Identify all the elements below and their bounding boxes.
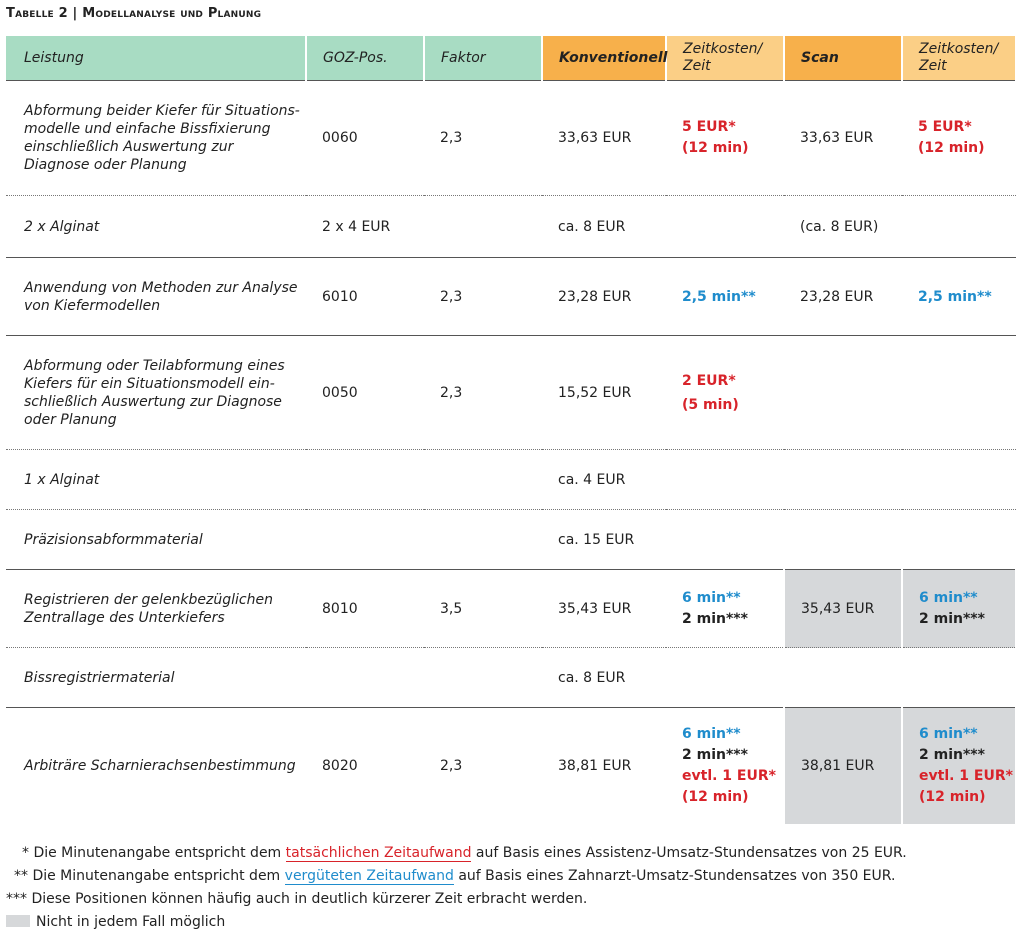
cell-leistung: 1 x Alginat <box>6 449 306 510</box>
footnote-2-highlight: vergüteten Zeitaufwand <box>284 868 454 885</box>
cell-goz: 2 x 4 EUR <box>306 195 424 258</box>
cell-goz <box>306 509 424 570</box>
table-title: Tabelle 2 | Modellanalyse und Planung <box>6 6 261 21</box>
cell-faktor: 2,3 <box>424 707 542 824</box>
cell-leistung: Abformung beider Kiefer für Situations-m… <box>6 80 306 196</box>
cell-leistung: Arbiträre Scharnierachsenbestimmung <box>6 707 306 824</box>
table-row: Arbiträre Scharnierachsenbestimmung 8020… <box>6 707 1017 824</box>
header-goz: GOZ-Pos. <box>306 36 425 81</box>
cell-scan <box>784 449 902 510</box>
cell-faktor <box>424 509 542 570</box>
table-row: Abformung oder Teilabformung eines Kiefer… <box>6 335 1016 450</box>
header-zeitkosten-1-line2: Zeit <box>683 58 711 74</box>
table-row: Bissregistriermaterial ca. 8 EUR <box>6 647 1016 708</box>
table-number: Tabelle 2 | <box>6 6 78 21</box>
table-row: 1 x Alginat ca. 4 EUR <box>6 449 1016 510</box>
header-leistung: Leistung <box>6 36 307 81</box>
cell-zeitkosten-1 <box>666 647 784 708</box>
cell-zeitkosten-2: 2,5 min** <box>902 257 1016 336</box>
header-zeitkosten-1: Zeitkosten/Zeit <box>666 36 785 81</box>
header-faktor: Faktor <box>424 36 543 81</box>
cell-zeitkosten-2: 5 EUR* (12 min) <box>902 80 1016 196</box>
cell-leistung: Bissregistriermaterial <box>6 647 306 708</box>
cell-zeitkosten-1 <box>666 509 784 570</box>
cell-zeitkosten-1 <box>666 449 784 510</box>
cell-konventionell: 33,63 EUR <box>542 80 666 196</box>
cell-scan <box>784 509 902 570</box>
header-konventionell: Konventionell <box>542 36 667 81</box>
cell-konventionell: 35,43 EUR <box>542 569 666 648</box>
gray-legend-swatch <box>6 915 30 927</box>
footnote-2: ** Die Minutenangabe entspricht dem verg… <box>14 868 896 885</box>
cell-zeitkosten-2 <box>902 335 1016 450</box>
table-heading: Modellanalyse und Planung <box>82 6 262 21</box>
cell-zeitkosten-1: 6 min** 2 min*** evtl. 1 EUR* (12 min) <box>666 707 784 824</box>
cell-zeitkosten-1 <box>666 195 784 258</box>
table-row: Registrieren der gelenkbezüglichen Zentra… <box>6 569 1017 648</box>
footnote-3: *** Diese Positionen können häufig auch … <box>6 891 588 907</box>
cell-konventionell: 15,52 EUR <box>542 335 666 450</box>
table-row: Präzisionsabformmaterial ca. 15 EUR <box>6 509 1016 570</box>
cell-scan: 35,43 EUR <box>783 569 903 648</box>
cell-konventionell: ca. 8 EUR <box>542 195 666 258</box>
cell-leistung: Präzisionsabformmaterial <box>6 509 306 570</box>
cell-faktor <box>424 647 542 708</box>
header-zeitkosten-1-line1: Zeitkosten/ <box>683 41 763 57</box>
cell-goz: 8010 <box>306 569 424 648</box>
cell-zeitkosten-1: 2,5 min** <box>666 257 784 336</box>
cell-faktor: 3,5 <box>424 569 542 648</box>
footnote-1: * Die Minutenangabe entspricht dem tatsä… <box>22 845 907 862</box>
cell-scan: 23,28 EUR <box>784 257 902 336</box>
header-zeitkosten-2: Zeitkosten/Zeit <box>902 36 1017 81</box>
cell-zeitkosten-1: 2 EUR* (5 min) <box>666 335 784 450</box>
cell-goz <box>306 647 424 708</box>
header-zeitkosten-2-line1: Zeitkosten/ <box>919 41 999 57</box>
cell-faktor: 2,3 <box>424 335 542 450</box>
cell-leistung: Abformung oder Teilabformung eines Kiefer… <box>6 335 306 450</box>
cell-faktor <box>424 195 542 258</box>
header-zeitkosten-2-line2: Zeit <box>919 58 947 74</box>
cell-goz: 0060 <box>306 80 424 196</box>
header-row: Leistung GOZ-Pos. Faktor Konventionell Z… <box>6 36 1017 81</box>
footnote-4-text: Nicht in jedem Fall möglich <box>36 914 226 930</box>
cell-goz: 0050 <box>306 335 424 450</box>
table-row: 2 x Alginat 2 x 4 EUR ca. 8 EUR (ca. 8 E… <box>6 195 1016 258</box>
cell-goz: 6010 <box>306 257 424 336</box>
cell-faktor <box>424 449 542 510</box>
table-row: Anwendung von Methoden zur Analyse von Ki… <box>6 257 1016 336</box>
cell-faktor: 2,3 <box>424 257 542 336</box>
cell-zeitkosten-2 <box>902 195 1016 258</box>
table-row: Abformung beider Kiefer für Situations-m… <box>6 80 1016 196</box>
cell-leistung: 2 x Alginat <box>6 195 306 258</box>
cell-konventionell: 38,81 EUR <box>542 707 666 824</box>
cell-scan <box>784 335 902 450</box>
cell-goz <box>306 449 424 510</box>
cell-konventionell: ca. 8 EUR <box>542 647 666 708</box>
cell-goz: 8020 <box>306 707 424 824</box>
cell-scan: 33,63 EUR <box>784 80 902 196</box>
cell-scan: 38,81 EUR <box>783 707 903 824</box>
cell-konventionell: 23,28 EUR <box>542 257 666 336</box>
cell-scan: (ca. 8 EUR) <box>784 195 902 258</box>
cell-leistung: Registrieren der gelenkbezüglichen Zentra… <box>6 569 306 648</box>
cell-zeitkosten-2 <box>902 449 1016 510</box>
cell-konventionell: ca. 15 EUR <box>542 509 666 570</box>
cell-zeitkosten-1: 6 min** 2 min*** <box>666 569 784 648</box>
footnotes: * Die Minutenangabe entspricht dem tatsä… <box>6 842 907 934</box>
footnote-4: Nicht in jedem Fall möglich <box>6 911 907 934</box>
cell-zeitkosten-1: 5 EUR* (12 min) <box>666 80 784 196</box>
cell-zeitkosten-2: 6 min** 2 min*** <box>901 569 1017 648</box>
header-scan: Scan <box>784 36 903 81</box>
cell-konventionell: ca. 4 EUR <box>542 449 666 510</box>
cell-faktor: 2,3 <box>424 80 542 196</box>
cell-zeitkosten-2: 6 min** 2 min*** evtl. 1 EUR* (12 min) <box>901 707 1017 824</box>
cell-zeitkosten-2 <box>902 509 1016 570</box>
cell-zeitkosten-2 <box>902 647 1016 708</box>
cell-leistung: Anwendung von Methoden zur Analyse von Ki… <box>6 257 306 336</box>
footnote-1-highlight: tatsächlichen Zeitaufwand <box>285 845 472 862</box>
cell-scan <box>784 647 902 708</box>
analysis-table: Leistung GOZ-Pos. Faktor Konventionell Z… <box>6 36 1017 824</box>
